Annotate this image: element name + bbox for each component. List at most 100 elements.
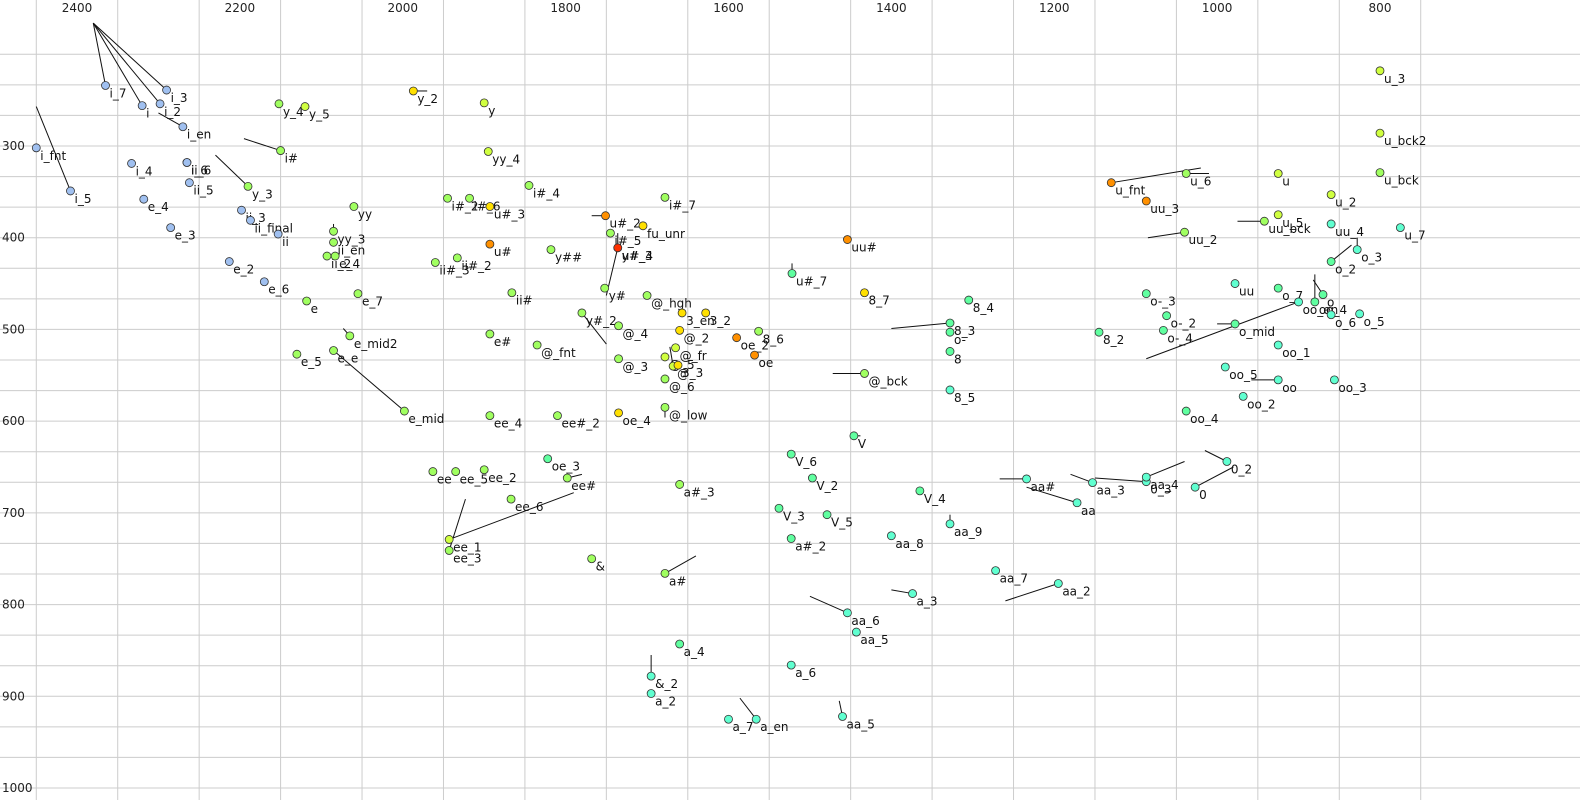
- data-point: [1273, 169, 1283, 178]
- trajectory-line: [1147, 231, 1185, 239]
- data-point: [101, 81, 110, 90]
- point-label: a_3: [917, 595, 938, 609]
- data-point: [1238, 391, 1248, 401]
- trajectory-lines: [35, 22, 1358, 720]
- data-point: [750, 350, 759, 360]
- point-label: oo: [1282, 381, 1297, 395]
- data-point: [532, 340, 542, 350]
- data-point: [601, 211, 610, 221]
- data-point: [677, 308, 687, 318]
- data-point: [444, 535, 454, 544]
- point-label: ee#: [571, 479, 596, 493]
- data-point: [329, 237, 338, 247]
- trajectory-line: [35, 106, 71, 192]
- point-label: i: [146, 107, 149, 121]
- data-point: [485, 411, 495, 421]
- data-point: [1273, 340, 1283, 350]
- point-label: aa_3: [1097, 484, 1125, 498]
- point-label: &_2: [655, 677, 678, 691]
- data-point: [430, 258, 440, 267]
- data-point: [1329, 375, 1339, 385]
- data-point: [1355, 309, 1365, 319]
- trajectory-line: [1094, 477, 1147, 483]
- data-point: [345, 331, 355, 341]
- data-point: [1375, 66, 1385, 76]
- point-label: @: [677, 367, 689, 381]
- data-point: [1230, 319, 1240, 329]
- data-point: [543, 454, 553, 464]
- data-point: [786, 534, 796, 543]
- x-tick-label: 1200: [1039, 1, 1070, 15]
- data-point: [444, 546, 454, 555]
- point-label: oo_2: [1247, 397, 1275, 411]
- point-label: o-_3: [1150, 295, 1176, 309]
- point-label: oe: [759, 356, 774, 370]
- data-point: [1162, 311, 1172, 321]
- point-label: &: [596, 560, 605, 574]
- data-point: [1326, 257, 1336, 266]
- point-label: u_bck2: [1384, 134, 1426, 148]
- data-point: [1158, 325, 1168, 335]
- trajectory-line: [333, 350, 405, 412]
- data-point: [1181, 169, 1191, 178]
- data-point: [243, 181, 253, 191]
- point-label: o-_2: [1171, 317, 1197, 331]
- point-label: oo_4: [1190, 412, 1218, 426]
- point-label: o: [1327, 296, 1334, 310]
- point-label: y: [488, 104, 495, 118]
- point-label: ee_1: [453, 540, 481, 554]
- point-label: ii_6: [191, 164, 211, 178]
- point-label: o_mid: [1239, 325, 1275, 339]
- data-point: [732, 333, 742, 343]
- point-label: V_6: [795, 455, 817, 469]
- data-point: [66, 186, 75, 196]
- data-point: [945, 385, 955, 395]
- data-point: [139, 194, 149, 204]
- data-point: [646, 671, 656, 681]
- point-label: y##: [555, 251, 582, 265]
- point-label: 8_7: [869, 294, 890, 308]
- point-label: ii: [282, 235, 289, 249]
- data-point: [300, 102, 310, 111]
- data-point: [614, 354, 623, 364]
- point-label: i_5: [74, 192, 91, 206]
- point-label: ii_5: [193, 184, 213, 198]
- point-label: aa_4: [1150, 478, 1178, 492]
- data-point: [673, 360, 683, 370]
- x-tick-label: 1000: [1202, 1, 1233, 15]
- x-tick-label: 800: [1369, 1, 1392, 15]
- data-point: [614, 321, 623, 331]
- data-point: [1352, 245, 1362, 255]
- data-point: [1181, 406, 1191, 416]
- x-tick-label: 1400: [876, 1, 907, 15]
- point-label: i#: [285, 152, 298, 166]
- trajectory-line: [448, 492, 574, 540]
- point-label: o_6: [1335, 316, 1356, 330]
- y-tick-label: 400: [2, 231, 25, 245]
- data-point: [860, 288, 869, 298]
- data-point: [614, 408, 623, 418]
- point-label: e_2: [233, 263, 254, 277]
- data-point: [428, 467, 438, 476]
- point-label: y_5: [309, 108, 330, 122]
- data-point: [964, 295, 974, 305]
- point-label: oe_3: [552, 460, 580, 474]
- data-point: [638, 221, 648, 231]
- point-label: o-_4: [1167, 331, 1193, 345]
- point-label: a_4: [684, 645, 705, 659]
- data-point: [786, 449, 796, 459]
- point-label: @_2: [684, 331, 710, 345]
- trajectory-line: [581, 312, 607, 345]
- data-point: [452, 253, 462, 263]
- point-label: u_6: [1190, 175, 1211, 189]
- y-tick-label: 1000: [2, 781, 33, 795]
- point-label: 8_5: [954, 391, 975, 405]
- point-label: aa#: [1031, 480, 1056, 494]
- y-tick-label: 300: [2, 139, 25, 153]
- point-label: a_en: [760, 720, 788, 734]
- point-label: u: [1282, 175, 1290, 189]
- point-label: aa_6: [851, 614, 879, 628]
- point-label: oo_5: [1229, 368, 1257, 382]
